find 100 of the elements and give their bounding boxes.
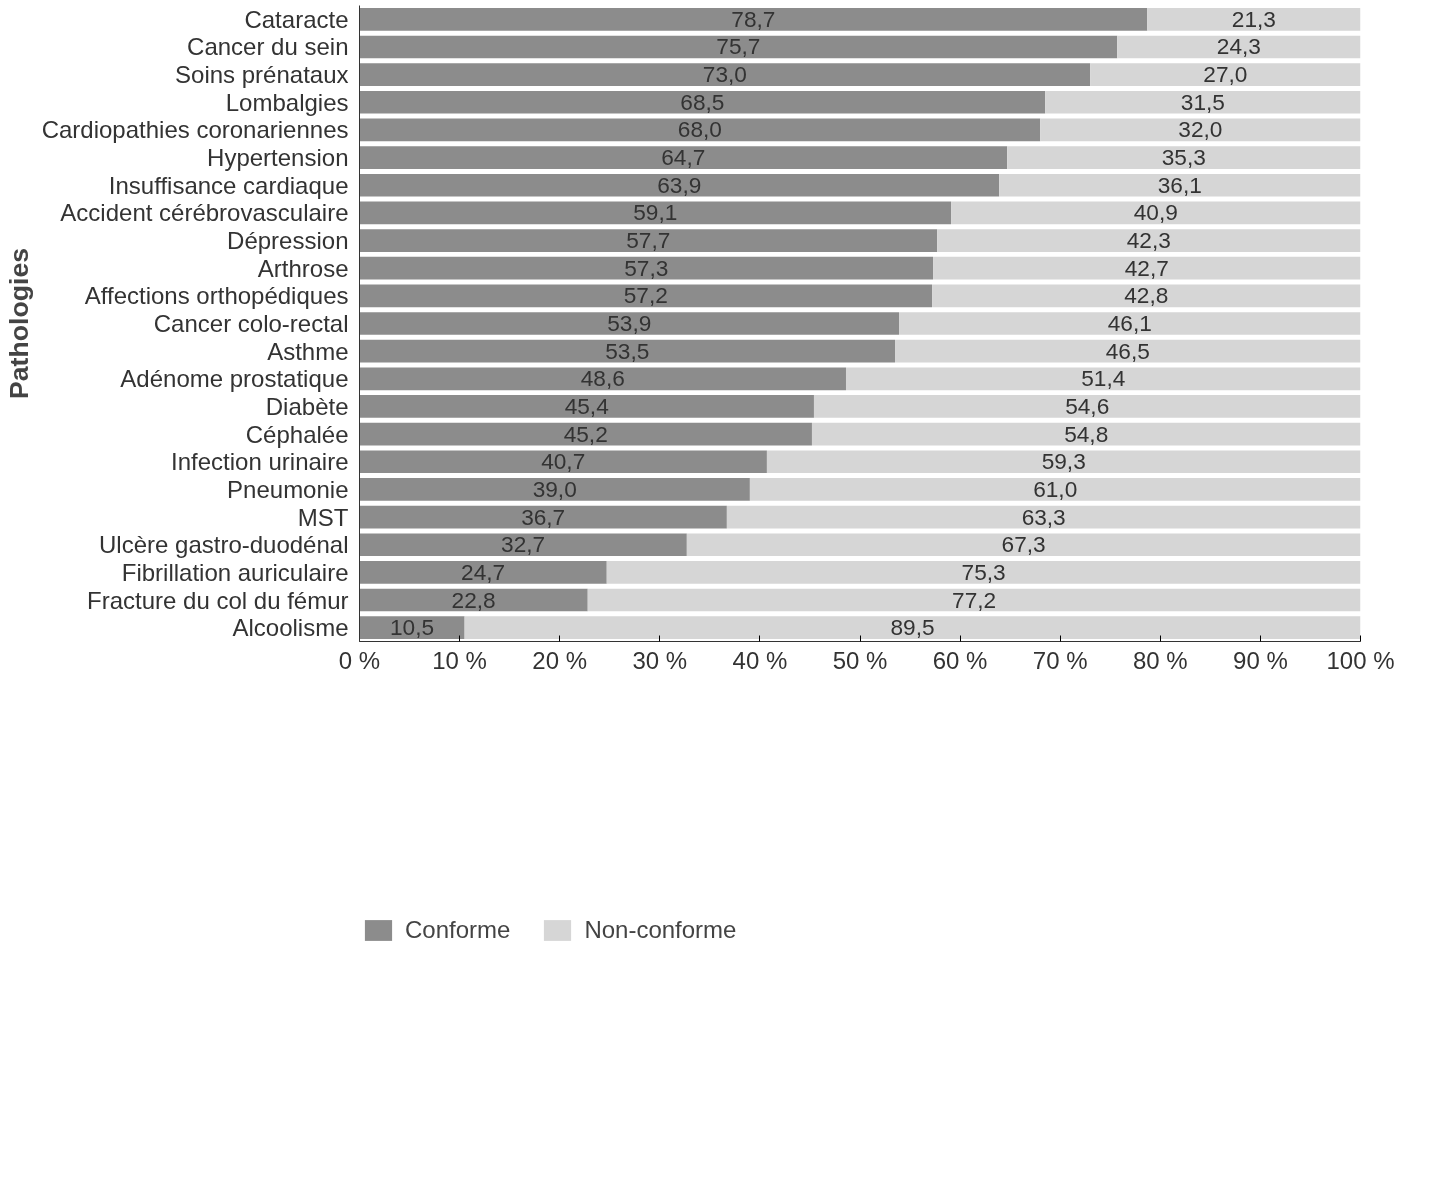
- bar: [766, 450, 1361, 474]
- data-label: 21,3: [1231, 5, 1276, 32]
- y-tick-label: Diabète: [265, 392, 349, 420]
- data-label: 45,2: [563, 420, 608, 447]
- y-tick-label: Cardiopathies coronariennes: [41, 116, 349, 144]
- data-label: 57,7: [626, 227, 671, 254]
- data-label: 31,5: [1180, 88, 1225, 115]
- data-label: 45,4: [564, 392, 609, 419]
- bar: [464, 616, 1361, 640]
- data-label: 75,3: [961, 558, 1006, 585]
- bar: [359, 478, 750, 501]
- data-label: 68,5: [680, 88, 725, 115]
- data-label: 24,7: [461, 558, 506, 585]
- y-tick-label: Dépression: [227, 227, 349, 255]
- bar: [1007, 146, 1361, 169]
- bar: [811, 422, 1361, 446]
- data-label: 63,9: [657, 171, 702, 198]
- bar: [359, 118, 1041, 142]
- bar: [359, 450, 767, 474]
- bar: [813, 395, 1361, 418]
- bar: [999, 173, 1361, 197]
- bar: [359, 7, 1148, 31]
- data-label: 59,1: [633, 199, 678, 226]
- bar: [845, 367, 1361, 391]
- bar: [587, 588, 1361, 612]
- y-tick-label: Ulcère gastro-duodénal: [99, 531, 349, 559]
- x-tick-label: 50 %: [832, 646, 888, 674]
- data-label: 78,7: [731, 5, 776, 32]
- y-tick-label: Asthme: [267, 337, 349, 365]
- y-tick-label: Fracture du col du fémur: [87, 586, 349, 614]
- data-label: 10,5: [390, 614, 435, 641]
- bar: [1117, 35, 1361, 59]
- bar: [1090, 63, 1361, 86]
- data-label: 67,3: [1001, 531, 1046, 558]
- bar: [359, 63, 1091, 86]
- data-label: 77,2: [952, 586, 997, 613]
- data-label: 61,0: [1033, 475, 1078, 502]
- data-label: 27,0: [1203, 61, 1248, 88]
- y-axis-title: Pathologies: [3, 247, 34, 400]
- data-label: 53,5: [605, 337, 650, 364]
- data-label: 42,7: [1124, 254, 1169, 281]
- y-tick-label: MST: [297, 503, 349, 531]
- y-tick-label: Cancer colo-rectal: [153, 310, 349, 337]
- y-tick-label: Fibrillation auriculaire: [121, 558, 349, 586]
- y-tick-label: Céphalée: [245, 420, 349, 448]
- bar: [359, 35, 1118, 59]
- bar: [359, 146, 1008, 169]
- x-tick-label: 0 %: [338, 646, 381, 674]
- bar: [359, 505, 727, 529]
- bar: [359, 90, 1046, 114]
- data-label: 32,0: [1178, 116, 1223, 143]
- data-label: 39,0: [532, 475, 577, 502]
- data-label: 46,1: [1107, 310, 1152, 336]
- x-tick-label: 100 %: [1326, 646, 1395, 674]
- bar: [359, 588, 588, 612]
- y-tick-label: Hypertension: [207, 144, 349, 172]
- y-tick-label: Lombalgies: [225, 88, 349, 116]
- bar: [1045, 90, 1361, 114]
- bar: [359, 395, 814, 418]
- data-label: 54,6: [1065, 392, 1110, 419]
- data-label: 59,3: [1041, 448, 1086, 475]
- data-label: 36,1: [1157, 171, 1202, 198]
- data-label: 51,4: [1081, 365, 1126, 392]
- y-tick-label: Infection urinaire: [171, 448, 349, 476]
- bar: [359, 422, 812, 446]
- x-tick-label: 90 %: [1233, 646, 1288, 674]
- bar: [359, 561, 607, 584]
- x-tick-label: 10 %: [432, 646, 487, 674]
- x-tick-label: 80 %: [1132, 646, 1188, 674]
- y-tick-label: Cancer du sein: [187, 33, 349, 61]
- data-label: 35,3: [1161, 144, 1206, 171]
- bar: [359, 201, 952, 225]
- y-tick-label: Arthrose: [257, 254, 349, 282]
- data-label: 46,5: [1105, 337, 1150, 364]
- data-label: 40,9: [1133, 199, 1178, 226]
- data-label: 24,3: [1216, 33, 1261, 60]
- data-label: 54,8: [1064, 420, 1109, 447]
- bar: [726, 505, 1361, 529]
- x-tick-label: 40 %: [732, 646, 788, 674]
- bar: [359, 284, 933, 308]
- data-label: 63,3: [1021, 503, 1066, 530]
- x-tick-label: 60 %: [932, 646, 988, 674]
- bar: [359, 339, 896, 363]
- data-label: 57,3: [624, 254, 669, 281]
- legend-label: Non-conforme: [584, 916, 737, 944]
- y-tick-label: Affections orthopédiques: [84, 282, 349, 310]
- bar: [749, 478, 1361, 501]
- data-label: 48,6: [580, 365, 625, 392]
- bar: [359, 312, 900, 335]
- y-tick-label: Alcoolisme: [232, 614, 349, 642]
- bar: [932, 284, 1361, 308]
- x-tick-label: 20 %: [532, 646, 588, 674]
- bar: [1147, 7, 1361, 31]
- x-tick-label: 30 %: [632, 646, 688, 674]
- bar: [933, 256, 1361, 280]
- bar: [359, 256, 934, 280]
- bar: [359, 533, 687, 557]
- bar: [359, 229, 938, 252]
- data-label: 42,8: [1124, 282, 1169, 309]
- data-label: 75,7: [716, 33, 761, 60]
